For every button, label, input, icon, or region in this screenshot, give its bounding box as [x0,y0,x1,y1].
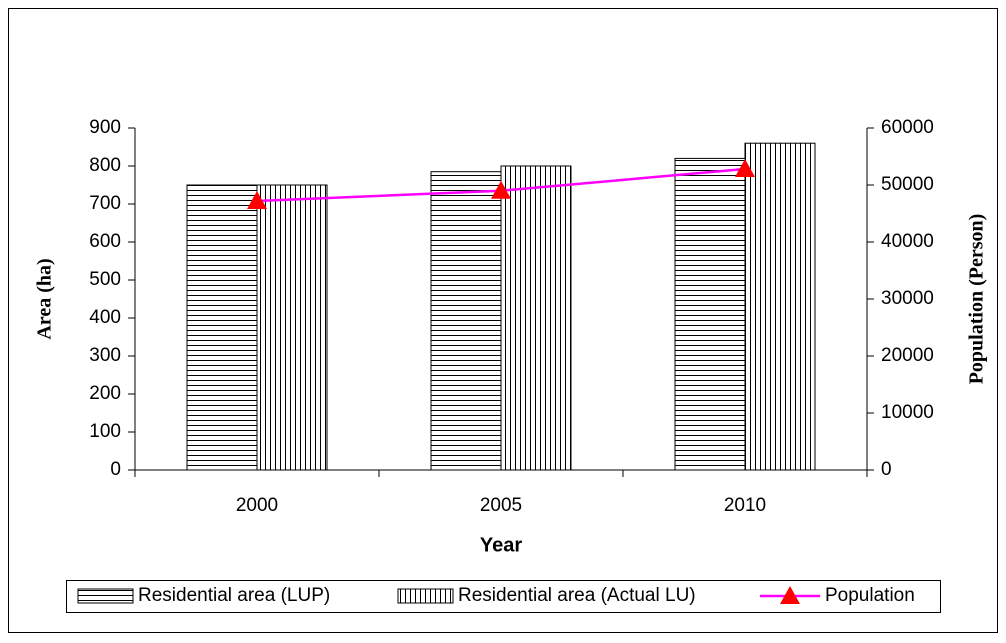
y-tick-label: 700 [89,193,121,214]
marker [247,190,267,209]
y-tick-label: 400 [89,307,121,328]
legend-swatch [397,588,454,604]
x-tick-label: 2005 [480,495,522,516]
legend-marker [780,586,800,604]
marker [735,159,755,178]
bar [256,184,328,471]
bar [186,184,258,471]
marker [491,180,511,199]
y2-tick-label: 50000 [881,174,934,195]
x-axis-title: Year [480,534,522,556]
bar [674,157,746,471]
y-tick-label: 800 [89,155,121,176]
y-tick-label: 100 [89,421,121,442]
bar [744,142,816,471]
y-axis-title: Area (ha) [34,258,56,339]
y2-tick-label: 60000 [881,117,934,138]
y2-axis-title: Population (Person) [966,214,988,385]
bar [430,171,502,471]
y2-tick-label: 10000 [881,402,934,423]
y-tick-label: 600 [89,231,121,252]
x-tick-label: 2010 [724,495,766,516]
y2-tick-label: 40000 [881,231,934,252]
legend-label: Population [825,585,915,606]
legend-label: Residential area (Actual LU) [458,585,696,606]
y-tick-label: 500 [89,269,121,290]
y-tick-label: 200 [89,383,121,404]
legend-label: Residential area (LUP) [138,585,330,606]
x-tick-label: 2000 [236,495,278,516]
y2-tick-label: 0 [881,459,892,480]
legend-swatch [77,588,134,604]
y2-tick-label: 30000 [881,288,934,309]
y-tick-label: 0 [110,459,121,480]
y-tick-label: 900 [89,117,121,138]
bar [500,165,572,471]
y-tick-label: 300 [89,345,121,366]
y2-tick-label: 20000 [881,345,934,366]
